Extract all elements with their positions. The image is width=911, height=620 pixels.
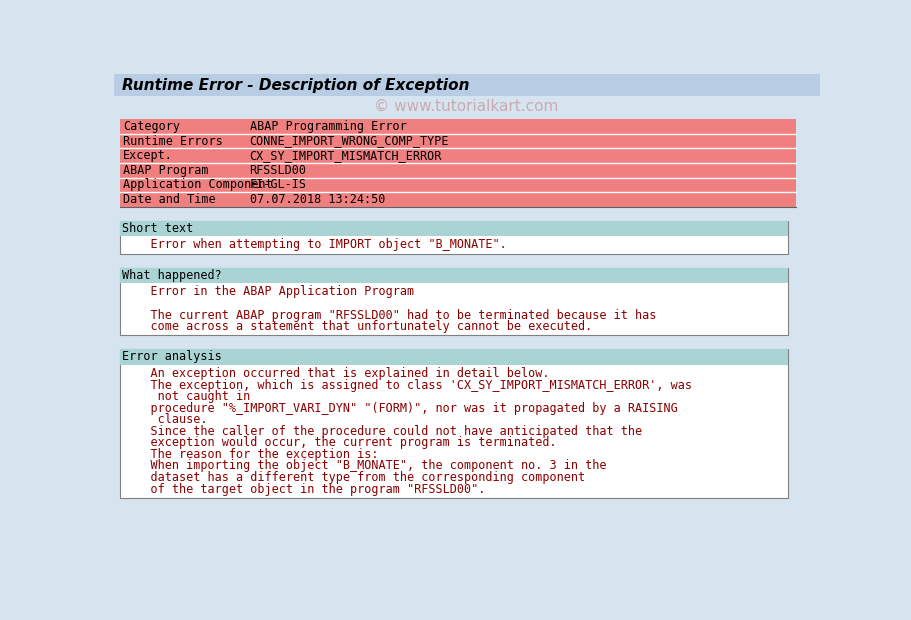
Text: The reason for the exception is:: The reason for the exception is: bbox=[122, 448, 379, 461]
Bar bbox=[120, 221, 788, 236]
Bar bbox=[114, 74, 820, 96]
Text: CONNE_IMPORT_WRONG_COMP_TYPE: CONNE_IMPORT_WRONG_COMP_TYPE bbox=[250, 135, 449, 148]
Text: not caught in: not caught in bbox=[122, 390, 251, 403]
Text: 07.07.2018 13:24:50: 07.07.2018 13:24:50 bbox=[250, 193, 384, 206]
Text: An exception occurred that is explained in detail below.: An exception occurred that is explained … bbox=[122, 367, 550, 380]
Text: Error analysis: Error analysis bbox=[122, 350, 222, 363]
Bar bbox=[120, 349, 788, 498]
Text: exception would occur, the current program is terminated.: exception would occur, the current progr… bbox=[122, 436, 557, 450]
Text: © www.tutorialkart.com: © www.tutorialkart.com bbox=[374, 99, 558, 114]
Bar bbox=[120, 268, 788, 283]
Text: Error when attempting to IMPORT object "B_MONATE".: Error when attempting to IMPORT object "… bbox=[122, 239, 507, 252]
Text: Short text: Short text bbox=[122, 222, 194, 235]
Bar bbox=[120, 192, 796, 207]
Text: FI-GL-IS: FI-GL-IS bbox=[250, 179, 306, 192]
Text: CX_SY_IMPORT_MISMATCH_ERROR: CX_SY_IMPORT_MISMATCH_ERROR bbox=[250, 149, 442, 162]
Text: Except.: Except. bbox=[123, 149, 173, 162]
Text: Date and Time: Date and Time bbox=[123, 193, 216, 206]
Text: The exception, which is assigned to class 'CX_SY_IMPORT_MISMATCH_ERROR', was: The exception, which is assigned to clas… bbox=[122, 379, 692, 392]
Text: procedure "%_IMPORT_VARI_DYN" "(FORM)", nor was it propagated by a RAISING: procedure "%_IMPORT_VARI_DYN" "(FORM)", … bbox=[122, 402, 678, 415]
Bar bbox=[120, 221, 788, 254]
Bar bbox=[120, 148, 796, 163]
Bar bbox=[120, 163, 796, 177]
Bar bbox=[120, 349, 788, 365]
Bar bbox=[114, 96, 820, 118]
Text: Application Component: Application Component bbox=[123, 179, 272, 192]
Text: Runtime Error - Description of Exception: Runtime Error - Description of Exception bbox=[122, 78, 469, 92]
Text: of the target object in the program "RFSSLD00".: of the target object in the program "RFS… bbox=[122, 482, 486, 495]
Text: come across a statement that unfortunately cannot be executed.: come across a statement that unfortunate… bbox=[122, 320, 593, 333]
Text: What happened?: What happened? bbox=[122, 269, 222, 282]
Text: RFSSLD00: RFSSLD00 bbox=[250, 164, 306, 177]
Text: Error in the ABAP Application Program: Error in the ABAP Application Program bbox=[122, 285, 415, 298]
Bar bbox=[120, 268, 788, 335]
Text: ABAP Program: ABAP Program bbox=[123, 164, 209, 177]
Text: clause.: clause. bbox=[122, 414, 208, 426]
Text: Since the caller of the procedure could not have anticipated that the: Since the caller of the procedure could … bbox=[122, 425, 642, 438]
Text: dataset has a different type from the corresponding component: dataset has a different type from the co… bbox=[122, 471, 586, 484]
Text: When importing the object "B_MONATE", the component no. 3 in the: When importing the object "B_MONATE", th… bbox=[122, 459, 607, 472]
Text: ABAP Programming Error: ABAP Programming Error bbox=[250, 120, 406, 133]
Bar bbox=[120, 134, 796, 148]
Text: Runtime Errors: Runtime Errors bbox=[123, 135, 223, 148]
Text: The current ABAP program "RFSSLD00" had to be terminated because it has: The current ABAP program "RFSSLD00" had … bbox=[122, 309, 657, 322]
Text: Category: Category bbox=[123, 120, 180, 133]
Bar bbox=[120, 119, 796, 134]
Bar bbox=[120, 177, 796, 192]
